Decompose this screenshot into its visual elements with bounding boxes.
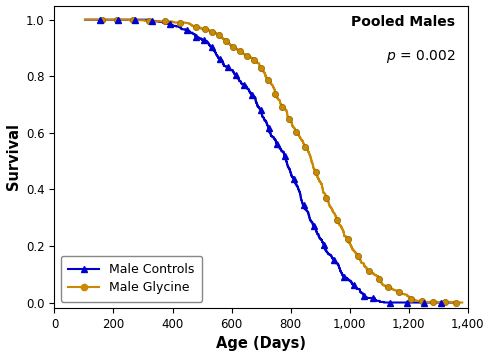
X-axis label: Age (Days): Age (Days): [216, 336, 306, 351]
Text: Pooled Males: Pooled Males: [351, 15, 455, 29]
Legend: Male Controls, Male Glycine: Male Controls, Male Glycine: [61, 256, 202, 302]
Y-axis label: Survival: Survival: [5, 124, 21, 190]
Text: $\it{p}$ = 0.002: $\it{p}$ = 0.002: [386, 48, 455, 65]
